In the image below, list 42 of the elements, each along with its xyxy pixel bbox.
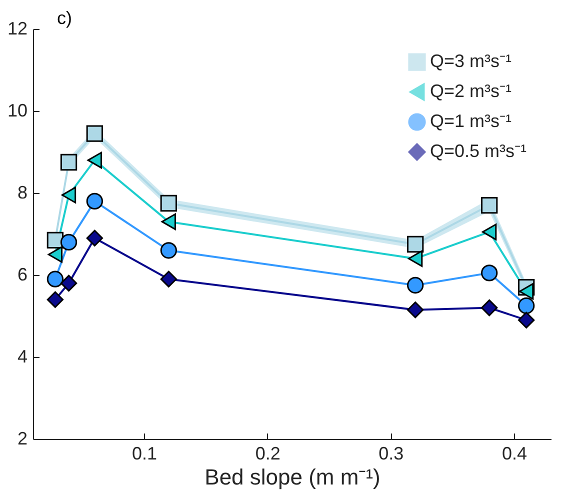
point	[161, 213, 176, 230]
point	[518, 312, 535, 328]
y-tick-label: 10	[7, 100, 28, 120]
legend-label: Q=0.5 m³s⁻¹	[430, 141, 527, 161]
point	[407, 302, 424, 318]
point	[86, 125, 103, 142]
point	[482, 224, 497, 240]
legend-label: Q=2 m³s⁻¹	[430, 81, 512, 101]
point	[481, 264, 498, 282]
point	[407, 276, 424, 294]
y-tick-label: 2	[17, 428, 28, 448]
legend-label: Q=3 m³s⁻¹	[430, 51, 512, 71]
y-tick-label: 12	[7, 18, 28, 38]
chart-title: c)	[56, 8, 72, 28]
point	[46, 291, 64, 308]
y-tick-label: 8	[17, 182, 28, 202]
point	[86, 192, 103, 210]
point	[60, 274, 78, 292]
point	[86, 230, 103, 246]
y-tick-label: 4	[17, 346, 28, 366]
point	[160, 194, 177, 212]
point	[518, 297, 535, 314]
legend-label: Q=1 m³s⁻¹	[430, 111, 512, 131]
x-tick-label: 0.2	[255, 444, 280, 464]
point	[48, 246, 63, 263]
point	[519, 283, 534, 300]
point	[61, 186, 76, 204]
x-tick-label: 0.4	[502, 444, 528, 464]
x-tick-label: 0.3	[378, 444, 404, 464]
x-axis-title: Bed slope (m m⁻¹)	[204, 464, 380, 490]
point	[60, 154, 78, 171]
point	[60, 234, 78, 251]
point	[46, 270, 64, 288]
y-tick-label: 6	[17, 264, 28, 284]
point	[481, 299, 498, 316]
point	[160, 270, 177, 288]
point	[407, 236, 424, 253]
point	[481, 196, 498, 214]
x-tick-label: 0.1	[132, 444, 158, 464]
point	[160, 242, 177, 259]
point	[408, 250, 423, 267]
point	[87, 152, 102, 169]
